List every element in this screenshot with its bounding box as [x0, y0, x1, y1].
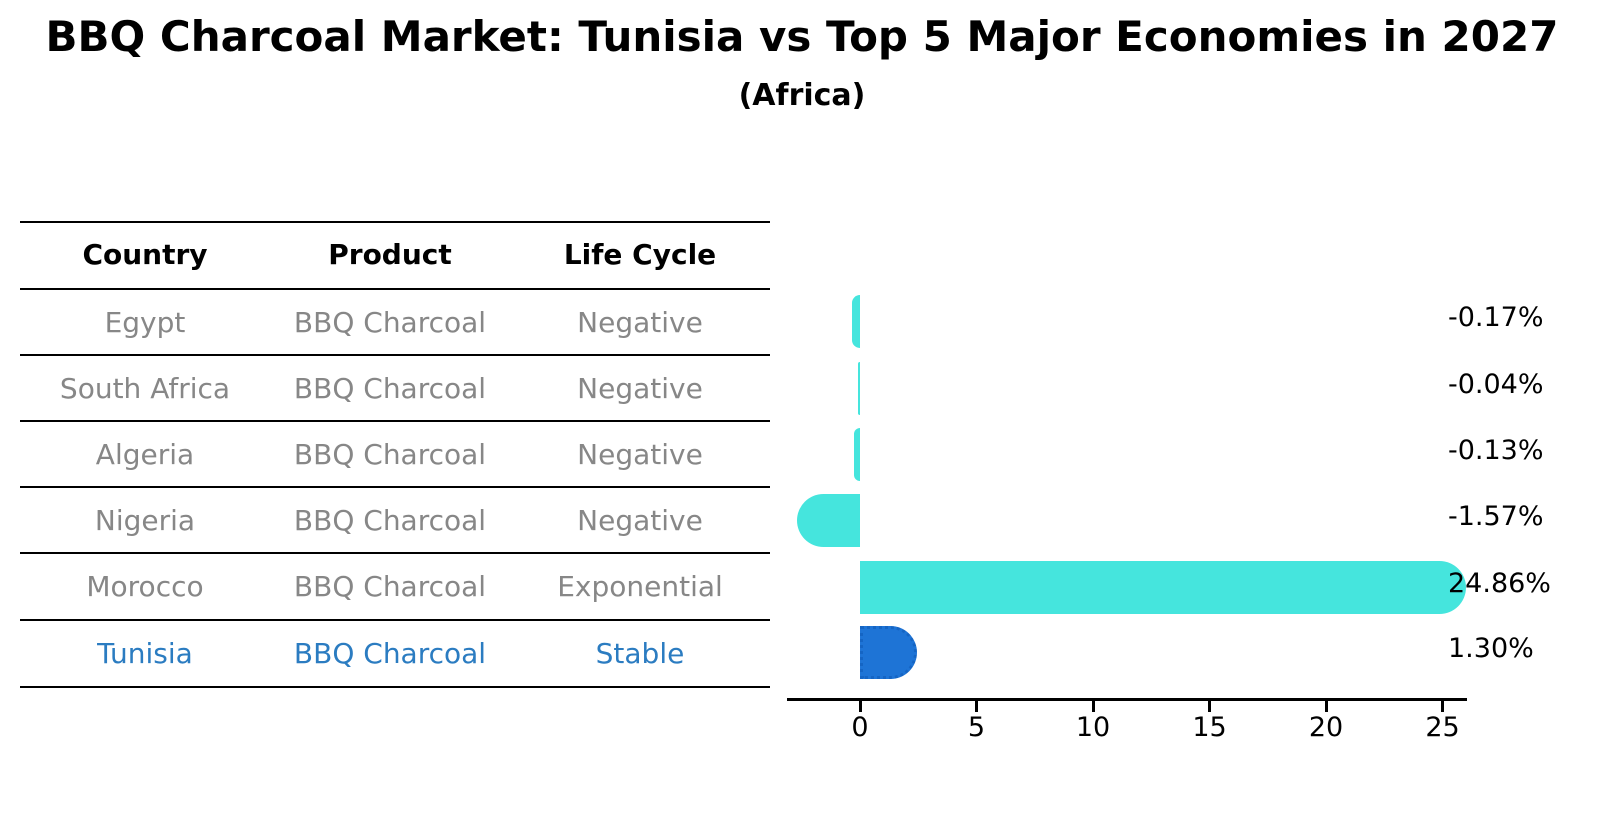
x-axis-tick-mark — [1208, 701, 1211, 712]
country-cell: Nigeria — [94, 503, 196, 537]
table-border-line — [20, 221, 770, 223]
life-cycle-cell: Negative — [577, 437, 703, 471]
product-cell: BBQ Charcoal — [293, 503, 487, 537]
bar-value-label: 24.86% — [1448, 568, 1551, 599]
bar-value-label: 1.30% — [1448, 633, 1534, 664]
x-axis-tick-label: 20 — [1308, 712, 1344, 743]
x-axis-tick-mark — [1324, 701, 1328, 712]
table-border-line — [20, 552, 770, 554]
table-row-nigeria: Nigeria BBQ Charcoal Negative — [20, 487, 770, 553]
column-header-life-cycle: Life Cycle — [563, 237, 717, 271]
bar-value-label: -0.13% — [1448, 435, 1544, 466]
table-border-line — [20, 288, 770, 290]
table-row-egypt: Egypt BBQ Charcoal Negative — [20, 289, 770, 355]
bar-tunisia — [860, 625, 917, 679]
x-axis-tick-mark — [975, 701, 978, 712]
chart-title: BBQ Charcoal Market: Tunisia vs Top 5 Ma… — [45, 12, 1559, 61]
bar-value-label: -0.17% — [1448, 302, 1544, 333]
table-row-algeria: Algeria BBQ Charcoal Negative — [20, 421, 770, 487]
x-axis-tick-label: 0 — [851, 712, 869, 743]
x-axis-tick-label: 10 — [1075, 712, 1111, 743]
x-axis-tick-label: 15 — [1192, 712, 1227, 743]
life-cycle-cell: Negative — [577, 371, 703, 405]
country-cell: Morocco — [86, 569, 204, 603]
product-cell: BBQ Charcoal — [293, 305, 487, 339]
product-cell: BBQ Charcoal — [293, 569, 487, 603]
table-row-morocco: Morocco BBQ Charcoal Exponential — [20, 553, 770, 619]
x-axis-tick-mark — [858, 701, 862, 712]
country-cell: Algeria — [95, 437, 195, 471]
bar-morocco — [860, 560, 1466, 614]
product-cell: BBQ Charcoal — [293, 437, 487, 471]
bar-egypt — [852, 294, 860, 348]
life-cycle-cell: Negative — [577, 503, 703, 537]
x-axis-tick-mark — [1441, 701, 1444, 712]
table-border-line — [20, 354, 770, 356]
bar-algeria — [853, 427, 860, 481]
bar-south-africa — [858, 361, 860, 415]
table-border-line — [20, 686, 770, 688]
bar-nigeria — [796, 493, 860, 547]
bar-value-label: -1.57% — [1448, 501, 1544, 532]
table-header-row: Country Product Life Cycle — [20, 221, 770, 287]
product-cell: BBQ Charcoal — [293, 636, 487, 670]
column-header-product: Product — [328, 237, 452, 271]
chart-subtitle: (Africa) — [738, 78, 866, 113]
table-border-line — [20, 420, 770, 422]
table-row-tunisia: Tunisia BBQ Charcoal Stable — [20, 620, 770, 686]
x-axis-line — [787, 698, 1467, 701]
bar-value-label: -0.04% — [1448, 369, 1544, 400]
country-cell: Tunisia — [97, 636, 193, 670]
life-cycle-cell: Exponential — [557, 569, 723, 603]
column-header-country: Country — [82, 237, 208, 271]
x-axis-tick-mark — [1091, 701, 1095, 712]
table-border-line — [20, 486, 770, 488]
x-axis-tick-label: 5 — [967, 712, 986, 743]
table-row-south-africa: South Africa BBQ Charcoal Negative — [20, 355, 770, 421]
country-cell: South Africa — [59, 371, 231, 405]
life-cycle-cell: Stable — [595, 636, 685, 670]
country-cell: Egypt — [104, 305, 186, 339]
life-cycle-cell: Negative — [577, 305, 703, 339]
table-border-line — [20, 619, 770, 621]
x-axis-tick-label: 25 — [1425, 712, 1460, 743]
product-cell: BBQ Charcoal — [293, 371, 487, 405]
